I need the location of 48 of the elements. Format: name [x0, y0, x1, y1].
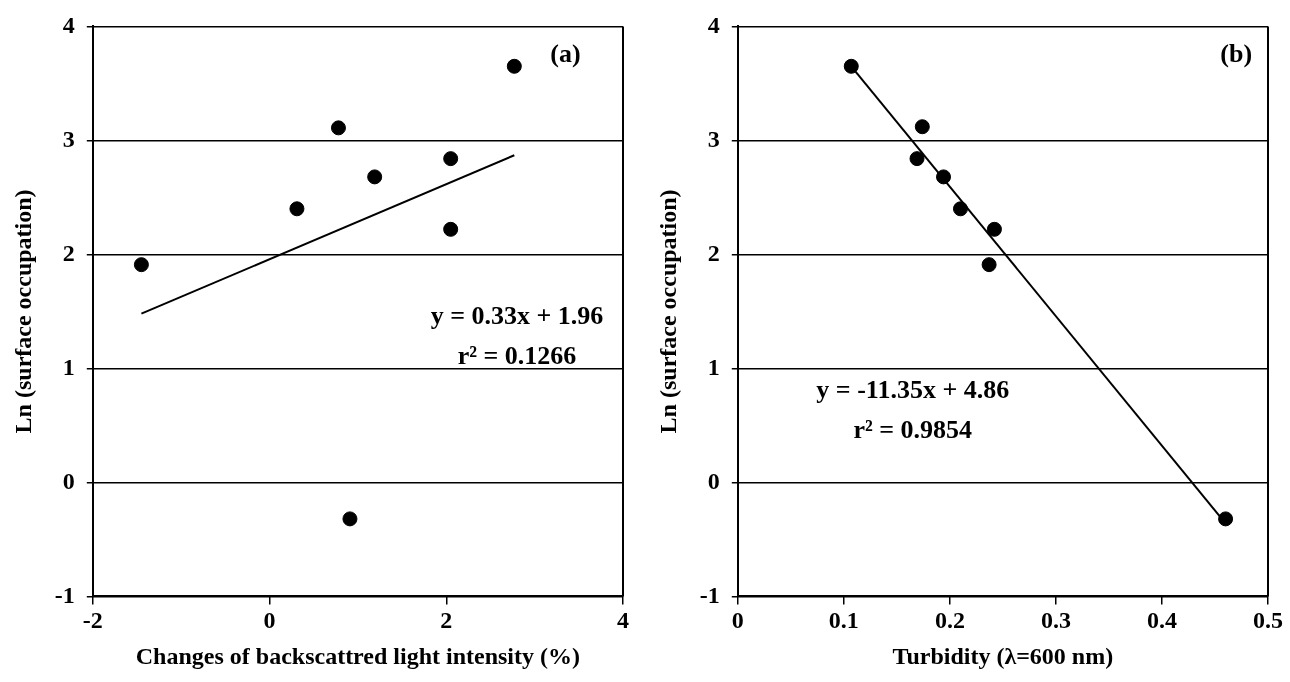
annotation: r² = 0.1266 [457, 340, 577, 370]
annotation: (a) [550, 38, 581, 68]
point [952, 201, 968, 217]
y-axis-title: Ln (surface occupation) [654, 189, 681, 434]
x-tick-label: 4 [617, 607, 629, 633]
y-tick-label: 1 [707, 353, 720, 380]
point [843, 58, 859, 74]
y-tick-label: 2 [62, 239, 75, 266]
annotation: (b) [1220, 38, 1253, 68]
x-tick-label: 0.1 [828, 607, 859, 633]
point [330, 120, 346, 136]
point [133, 257, 149, 273]
point [443, 221, 459, 237]
x-tick-label: 0.2 [934, 607, 965, 633]
point [1218, 511, 1234, 527]
y-tick-label: 3 [62, 125, 75, 152]
x-axis-title: Changes of backscattred light intensity (%) [135, 642, 581, 669]
x-tick-label: 0.3 [1040, 607, 1071, 633]
x-tick-label: -2 [82, 607, 103, 633]
y-tick-label: 4 [62, 11, 75, 38]
annotation: y = 0.33x + 1.96 [430, 300, 604, 330]
y-axis-title: Ln (surface occupation) [9, 189, 36, 434]
point [443, 151, 459, 167]
x-tick-label: 0.5 [1253, 607, 1283, 633]
x-tick-label: 0.4 [1146, 607, 1177, 633]
point [936, 169, 952, 185]
y-tick-label: 0 [707, 467, 720, 494]
point [342, 511, 358, 527]
point [914, 119, 930, 135]
x-tick-label: 0 [263, 607, 276, 633]
point [986, 221, 1002, 237]
point [367, 169, 383, 185]
y-tick-label: 2 [707, 239, 720, 266]
y-tick-label: 1 [62, 353, 75, 380]
x-tick-label: 2 [440, 607, 453, 633]
y-tick-label: 0 [62, 467, 75, 494]
x-axis-title: Turbidity (λ=600 nm) [892, 642, 1114, 669]
y-tick-label: -1 [699, 581, 720, 608]
x-tick-label: 0 [731, 607, 744, 633]
point [909, 151, 925, 167]
y-tick-label: -1 [54, 581, 75, 608]
point [506, 58, 522, 74]
y-tick-label: 3 [707, 125, 720, 152]
point [289, 201, 305, 217]
point [981, 257, 997, 273]
annotation: y = -11.35x + 4.86 [816, 374, 1010, 404]
y-tick-label: 4 [707, 11, 720, 38]
annotation: r² = 0.9854 [853, 414, 973, 444]
